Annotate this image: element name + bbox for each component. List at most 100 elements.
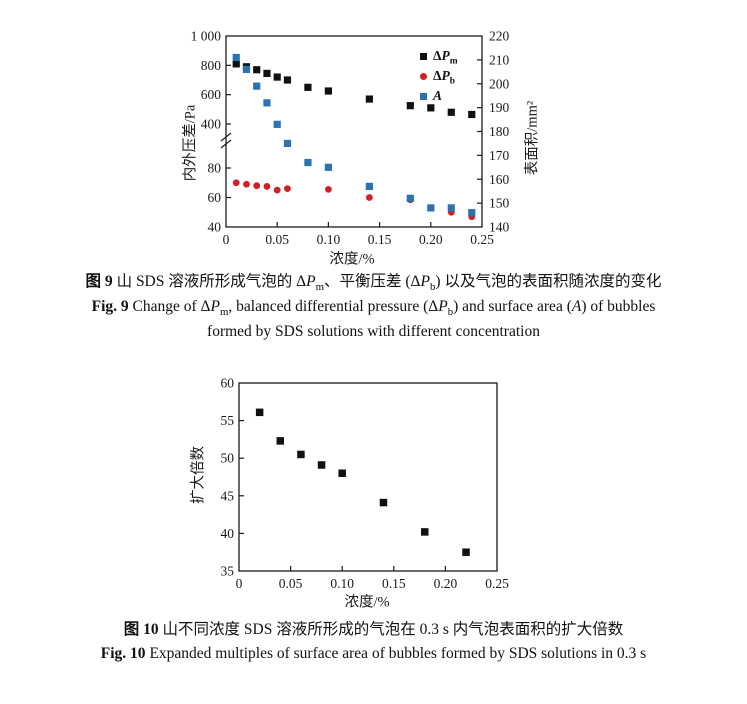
text-segment: b — [449, 76, 455, 87]
fig10-x-axis-title: 浓度/% — [344, 594, 390, 611]
data-point — [468, 209, 476, 217]
text-segment: Fig. 9 — [91, 298, 129, 315]
text-segment: m — [449, 56, 458, 67]
data-point — [379, 498, 388, 507]
y-left-tick-label: 600 — [201, 87, 222, 102]
x-tick-label: 0.20 — [434, 576, 458, 591]
data-point — [297, 450, 305, 459]
y-left-tick-label: 60 — [208, 190, 222, 205]
y-right-tick-label: 200 — [489, 76, 510, 91]
text-segment: m — [219, 306, 229, 319]
fig9-x-axis-title: 浓度/% — [329, 251, 375, 268]
y-right-tick-label: 210 — [489, 52, 510, 67]
y-left-tick-label: 400 — [201, 117, 222, 132]
text-segment: ) 以及气泡的表面积随浓度的变化 — [435, 273, 662, 290]
y-right-tick-label: 140 — [489, 220, 510, 235]
text-segment: m — [315, 281, 324, 294]
x-tick-label: 0.05 — [279, 576, 303, 591]
legend-label-a: A — [433, 88, 442, 104]
x-tick-label: 0.05 — [265, 232, 289, 247]
y-left-tick-label: 40 — [208, 220, 222, 235]
text-segment: P — [306, 273, 316, 290]
x-tick-label: 0.10 — [317, 232, 341, 247]
data-point — [365, 182, 373, 191]
x-tick-label: 0.15 — [368, 232, 392, 247]
legend-marker-square-blue — [420, 92, 427, 100]
data-point — [365, 194, 373, 201]
text-segment: Δ — [433, 68, 442, 83]
text-segment: , balanced differential pressure (Δ — [228, 298, 439, 315]
data-point — [304, 158, 312, 167]
data-point — [283, 139, 292, 148]
legend-label-delta-pb: ΔPb — [433, 68, 455, 87]
data-point — [447, 108, 455, 116]
text-segment: P — [438, 298, 448, 315]
data-point — [273, 120, 281, 128]
data-point — [263, 69, 271, 77]
data-point — [255, 408, 264, 417]
data-point — [263, 183, 271, 190]
data-point — [284, 185, 291, 193]
y-left-tick-label: 1 000 — [191, 29, 222, 44]
data-point — [253, 66, 261, 74]
x-tick-label: 0.10 — [330, 576, 354, 591]
data-point — [232, 53, 240, 62]
text-segment: 、平衡压差 (Δ — [324, 273, 421, 290]
text-segment: 山不同浓度 SDS 溶液所形成的气泡在 0.3 s 内气泡表面积的扩大倍数 — [158, 621, 624, 638]
text-segment: A — [433, 88, 443, 103]
x-tick-label: 0 — [223, 232, 230, 247]
y-tick-label: 35 — [221, 564, 235, 579]
data-point — [324, 87, 332, 95]
legend-item-delta-pb: ΔPb — [420, 66, 458, 86]
data-point — [263, 99, 271, 107]
fig9-legend: ΔPm ΔPb A — [420, 46, 458, 106]
y-right-tick-label: 170 — [489, 148, 510, 163]
y-right-tick-label: 150 — [489, 196, 510, 211]
plot-frame — [238, 382, 498, 572]
data-point — [273, 186, 281, 194]
data-point — [304, 83, 312, 91]
data-point — [243, 180, 250, 188]
y-tick-label: 45 — [221, 488, 235, 503]
data-point — [253, 182, 261, 190]
text-segment: P — [420, 273, 430, 290]
fig9-chart: 0 0.05 0.10 0.15 0.20 0.25 1 000 800 600 400 80 60 4… — [191, 29, 510, 248]
data-point — [338, 469, 346, 477]
text-segment: b — [429, 281, 436, 294]
data-point — [232, 179, 240, 187]
text-segment: 山 SDS 溶液所形成气泡的 Δ — [112, 273, 307, 290]
legend-marker-circle-red — [420, 72, 427, 80]
data-point — [273, 73, 281, 81]
text-segment: Expanded multiples of surface area of bu… — [145, 645, 647, 662]
y-tick-label: 60 — [221, 376, 235, 391]
legend-item-a: A — [420, 86, 458, 106]
text-segment: P — [441, 48, 450, 63]
fig10-y-axis-title: 扩大倍数 — [190, 446, 207, 504]
legend-item-delta-pm: ΔPm — [420, 46, 458, 66]
data-point — [406, 102, 414, 110]
data-point — [242, 65, 251, 74]
text-segment: Change of Δ — [128, 298, 211, 315]
text-segment: P — [441, 68, 450, 83]
data-point — [365, 95, 373, 103]
fig9-caption-zh: 图 9 山 SDS 溶液所形成气泡的 ΔPm、平衡压差 (ΔPb) 以及气泡的表… — [0, 272, 747, 294]
y-right-tick-label: 180 — [489, 124, 510, 139]
data-point — [421, 528, 429, 536]
x-tick-label: 0.25 — [485, 576, 509, 591]
text-segment: ) and surface area ( — [453, 298, 572, 315]
legend-label-delta-pm: ΔPm — [433, 48, 458, 67]
y-right-tick-label: 190 — [489, 100, 510, 115]
data-point — [325, 185, 332, 193]
data-point — [324, 163, 332, 171]
text-segment: Fig. 10 — [100, 645, 146, 662]
fig9-caption-en-line1: Fig. 9 Change of Δ Pm, balanced different… — [0, 297, 747, 319]
axis-break-mark — [220, 139, 232, 149]
data-point — [406, 194, 414, 202]
axis-break-mark — [220, 132, 232, 142]
text-segment: 图 9 — [85, 273, 113, 290]
data-point — [427, 104, 435, 112]
fig10-chart: 0 0.05 0.10 0.15 0.20 0.25 60 55 50 45 40 35 — [221, 376, 510, 592]
data-point — [427, 204, 435, 212]
x-tick-label: 0.20 — [419, 232, 443, 247]
